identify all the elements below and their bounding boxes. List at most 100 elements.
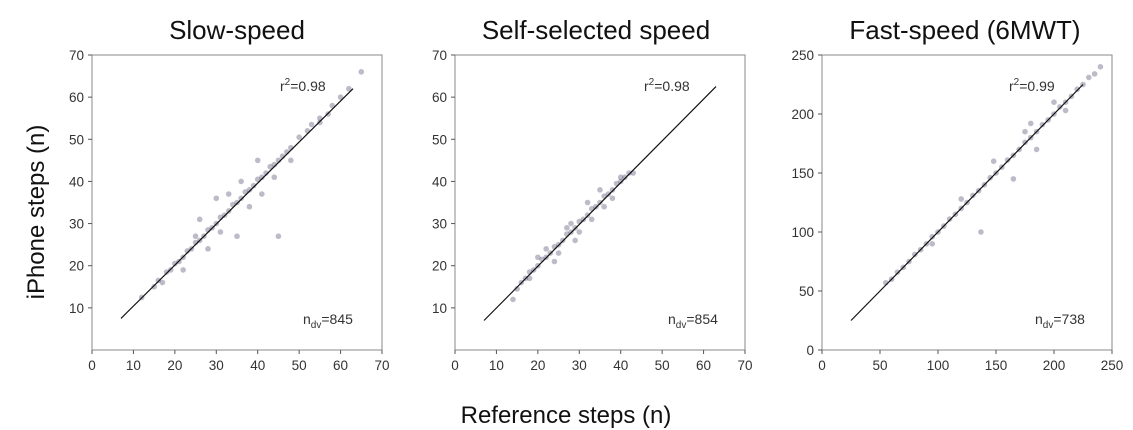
panel-1-x-tick-label: 40	[250, 358, 265, 373]
panel-1-n-label: ndv=845	[303, 311, 353, 331]
panel-1-data-point	[172, 260, 178, 267]
panel-3-data-point	[990, 158, 997, 164]
panel-3-n-label: ndv=738	[1035, 311, 1085, 331]
panel-3: Fast-speed (6MWT) 0 50 100 150 200 250 0 50 100 1…	[791, 15, 1123, 373]
panel-2-y-tick-label: 30	[432, 217, 447, 232]
panel-3-data-point	[1022, 139, 1028, 146]
panel-3-data-point	[987, 174, 993, 181]
panel-1-data-point	[304, 128, 311, 134]
panel-1-y-tick-label: 60	[69, 90, 84, 105]
panel-2-data-point	[555, 250, 562, 256]
panel-2-title: Self-selected speed	[482, 15, 710, 45]
panel-3-data-point	[1086, 74, 1092, 81]
panel-3-x-tick-label: 250	[1101, 358, 1124, 373]
panel-1: Slow-speed 0 10 20 30 40 50 60 70 10 20 30 40 50 60 70…	[69, 15, 390, 373]
panel-1-data-point	[263, 170, 269, 176]
panel-1-x-tick-label: 70	[374, 358, 389, 373]
panel-1-data-point	[155, 277, 162, 284]
panel-3-r2-label: r2=0.99	[1009, 77, 1055, 94]
panel-1-data-point	[196, 216, 203, 223]
panel-1-y-tick-label: 50	[69, 132, 84, 147]
panel-1-points	[138, 69, 365, 301]
panel-1-data-point	[238, 178, 244, 185]
panel-3-fit-line	[850, 84, 1084, 321]
panel-2-data-point	[605, 191, 612, 197]
panel-2-points	[510, 170, 636, 303]
panel-1-data-point	[246, 203, 253, 210]
panel-2-r2-label: r2=0.98	[644, 77, 690, 94]
panel-3-y-tick-label: 150	[791, 166, 814, 181]
panel-1-y-tick-label: 20	[69, 259, 84, 274]
panel-2-data-point	[526, 275, 533, 282]
panel-2-data-point	[551, 258, 558, 265]
panel-2-y-tick-label: 60	[432, 90, 447, 105]
panel-2-y-tick-label: 50	[432, 132, 447, 147]
panel-1-r2-label: r2=0.98	[280, 77, 326, 94]
panel-1-x-tick-label: 50	[292, 358, 307, 373]
panel-1-x-tick-label: 60	[333, 358, 348, 373]
panel-2-data-point	[576, 229, 583, 235]
panel-3-ticks: 0 50 100 150 200 250 0 50 100 150 200 250	[791, 48, 1123, 373]
panel-2-data-point	[630, 170, 636, 176]
panel-1-y-tick-label: 70	[69, 48, 84, 63]
panel-1-data-point	[205, 246, 211, 252]
panel-2-data-point	[617, 174, 624, 181]
panel-1-data-point	[180, 267, 186, 273]
panel-1-y-tick-label: 40	[69, 174, 84, 189]
panel-3-y-tick-label: 200	[791, 107, 814, 122]
panel-3-frame	[821, 54, 1113, 351]
panel-2-data-point	[568, 220, 574, 227]
panel-1-data-point	[213, 195, 220, 202]
panel-3-x-tick-label: 200	[1043, 358, 1066, 373]
panel-1-data-point	[329, 102, 336, 109]
panel-2-data-point	[609, 195, 616, 202]
panel-3-data-point	[929, 241, 935, 247]
panel-2-ticks: 0 10 20 30 40 50 60 70 10 20 30 40 50 60 70	[432, 48, 753, 373]
panel-3-data-point	[1033, 146, 1040, 153]
panel-3-data-point	[1051, 99, 1057, 105]
panel-2-x-tick-label: 0	[451, 358, 459, 373]
panel-3-y-tick-label: 0	[806, 343, 814, 358]
panel-2-x-tick-label: 60	[696, 358, 711, 373]
panel-1-x-tick-label: 0	[88, 358, 96, 373]
panel-2-x-tick-label: 20	[530, 358, 545, 373]
panel-2-data-point	[593, 203, 599, 210]
panel-3-data-point	[1022, 128, 1028, 135]
panel-2-x-tick-label: 10	[489, 358, 504, 373]
panel-1-data-point	[246, 187, 253, 193]
panel-1-data-point	[346, 85, 352, 92]
panel-1-data-point	[259, 191, 265, 197]
x-axis-title: Reference steps (n)	[461, 402, 672, 429]
panel-1-data-point	[184, 248, 191, 254]
panel-2-y-tick-label: 40	[432, 174, 447, 189]
panel-1-data-point	[308, 121, 315, 128]
panel-3-data-point	[894, 269, 901, 275]
panel-2-data-point	[588, 216, 595, 223]
panel-2-data-point	[580, 216, 587, 223]
panel-3-data-point	[1097, 64, 1104, 70]
panel-3-data-point	[912, 251, 918, 258]
panel-2-x-tick-label: 30	[572, 358, 587, 373]
panel-2-y-tick-label: 20	[432, 259, 447, 274]
panel-3-data-point	[1004, 157, 1011, 163]
y-axis-title: iPhone steps (n)	[23, 125, 50, 300]
panel-1-data-point	[254, 176, 261, 183]
panel-1-data-point	[271, 174, 278, 181]
panel-1-data-point	[217, 229, 224, 235]
panel-3-x-tick-label: 50	[872, 358, 887, 373]
panel-2-y-tick-label: 70	[432, 48, 447, 63]
panel-1-title: Slow-speed	[169, 15, 305, 45]
panel-3-data-point	[1057, 104, 1063, 110]
panel-2-data-point	[617, 178, 624, 185]
panel-2-n-label: ndv=854	[668, 311, 718, 331]
panel-3-data-point	[958, 196, 964, 202]
panel-2-data-point	[597, 187, 603, 193]
panel-3-y-tick-label: 50	[799, 284, 814, 299]
panel-3-data-point	[1039, 121, 1046, 128]
panel-2-data-point	[597, 199, 603, 206]
panel-1-x-tick-label: 20	[167, 358, 182, 373]
panel-1-frame	[91, 54, 383, 351]
panel-3-x-tick-label: 150	[985, 358, 1008, 373]
panel-1-data-point	[296, 134, 302, 140]
